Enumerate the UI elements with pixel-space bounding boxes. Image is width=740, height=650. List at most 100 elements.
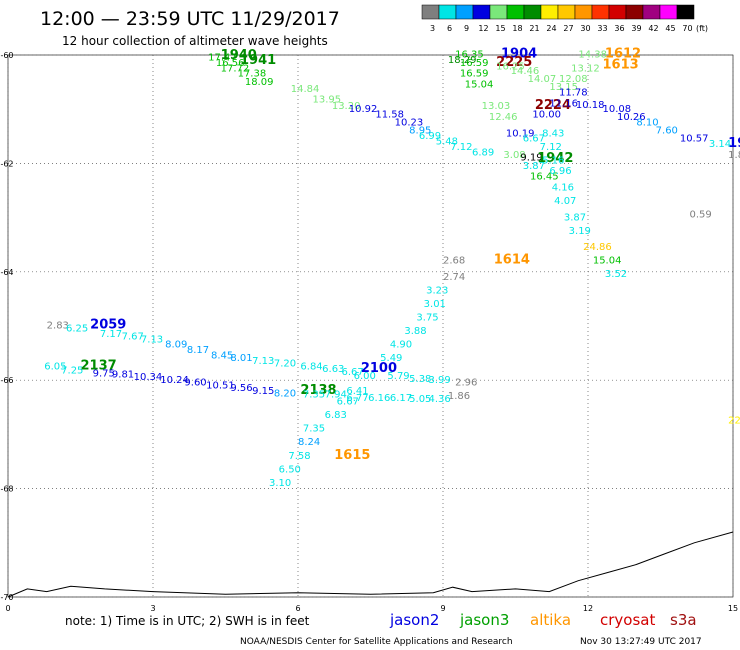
color-scale-swatch <box>523 4 542 20</box>
wave-height-label: 9.56 <box>230 383 252 394</box>
wave-height-label: 8.17 <box>187 345 209 356</box>
wave-height-label: 18.29 <box>448 55 477 66</box>
wave-height-label: 16.35 <box>455 50 484 61</box>
wave-height-label: 6.83 <box>325 410 347 421</box>
wave-height-label: 6.50 <box>279 464 301 475</box>
wave-height-label: 1.8 <box>728 150 740 161</box>
wave-height-label: 22.3 <box>728 416 740 427</box>
x-tick-label: 6 <box>295 604 300 613</box>
color-scale-label: 39 <box>631 24 641 33</box>
wave-height-label: 8.09 <box>165 340 187 351</box>
color-scale-label: 70 <box>682 24 692 33</box>
wave-height-label: 3.52 <box>605 269 627 280</box>
wave-height-label: 9.60 <box>184 378 206 389</box>
footer-source: NOAA/NESDIS Center for Satellite Applica… <box>240 637 513 647</box>
legend-entry: jason3 <box>459 611 509 629</box>
wave-height-label: 13.95 <box>313 95 342 106</box>
wave-height-label: 9.75 <box>93 368 115 379</box>
wave-height-label: 3.01 <box>424 299 446 310</box>
wave-height-label: 10.57 <box>680 134 709 145</box>
wave-height-label: 3.10 <box>269 478 291 489</box>
color-scale-swatch <box>421 4 440 20</box>
color-scale-label: 33 <box>597 24 607 33</box>
wave-height-label: 7.13 <box>252 356 274 367</box>
wave-height-label: 12.46 <box>489 112 518 123</box>
color-scale-label: 3 <box>430 24 435 33</box>
wave-height-label: 7.35 <box>303 424 325 435</box>
wave-height-label: 8.01 <box>230 353 252 364</box>
y-tick-label: -66 <box>0 376 13 385</box>
wave-height-label: 6.00 <box>354 371 376 382</box>
pass-time-label: 1612 <box>605 47 641 62</box>
legend-entry: jason2 <box>389 611 439 629</box>
wave-height-label: 10.18 <box>576 100 605 111</box>
wave-height-label: 8.95 <box>409 126 431 137</box>
pass-time-label: 2225 <box>496 55 532 70</box>
color-scale-label: 42 <box>648 24 658 33</box>
color-scale-label: 15 <box>495 24 505 33</box>
wave-height-label: 16.45 <box>530 172 559 183</box>
wave-height-label: 6.16 <box>368 393 390 404</box>
y-tick-label: -70 <box>0 593 13 602</box>
chart-subtitle: 12 hour collection of altimeter wave hei… <box>62 34 328 48</box>
pass-time-label: 1613 <box>603 58 639 73</box>
wave-height-label: 4.16 <box>552 183 574 194</box>
wave-height-label: 6.84 <box>300 361 322 372</box>
x-tick-label: 3 <box>150 604 155 613</box>
wave-height-label: 5.05 <box>409 394 431 405</box>
color-scale-label: 27 <box>563 24 573 33</box>
wave-height-label: 6.67 <box>342 367 364 378</box>
color-scale-swatch <box>625 4 644 20</box>
wave-height-label: 3.23 <box>426 285 448 296</box>
wave-height-label: 5.38 <box>409 374 431 385</box>
color-scale-swatch <box>591 4 610 20</box>
wave-height-label: 5.79 <box>387 371 409 382</box>
wave-height-label: 13.15 <box>549 82 578 93</box>
wave-height-label: 16.25 <box>496 62 525 73</box>
wave-height-label: 16.59 <box>460 58 489 69</box>
legend-entry: cryosat <box>600 611 655 629</box>
y-tick-label: -64 <box>0 268 13 277</box>
color-scale-label: 18 <box>512 24 522 33</box>
color-scale-swatch <box>557 4 576 20</box>
wave-height-label: 17.47 <box>208 52 237 63</box>
wave-height-label: 6.63 <box>322 364 344 375</box>
wave-height-label: 6.77 <box>346 393 368 404</box>
wave-height-label: 2.74 <box>443 272 465 283</box>
wave-height-label: 7.60 <box>656 126 678 137</box>
color-scale-label: 12 <box>478 24 488 33</box>
pass-time-label: 1615 <box>334 448 370 463</box>
wave-height-label: 15.04 <box>593 256 622 267</box>
wave-height-label: 7.94 <box>325 390 347 401</box>
legend-entry: altika <box>530 611 571 629</box>
wave-height-label: 16.59 <box>460 69 489 80</box>
wave-height-label: 4.07 <box>554 196 576 207</box>
wave-height-label: 17.38 <box>238 69 267 80</box>
wave-height-label: 16.56 <box>216 58 245 69</box>
color-scale-label: 6 <box>447 24 452 33</box>
wave-height-label: 10.26 <box>617 112 646 123</box>
wave-height-label: 7.13 <box>141 334 163 345</box>
wave-height-label: 14.46 <box>511 66 540 77</box>
wave-height-label: 11.78 <box>559 88 588 99</box>
wave-height-label: 13.20 <box>332 101 361 112</box>
wave-height-label: 7.20 <box>274 359 296 370</box>
plot-area <box>7 54 734 598</box>
wave-height-label: 4.36 <box>429 394 451 405</box>
pass-time-label: 2224 <box>535 98 571 113</box>
wave-height-label: 3.08 <box>503 150 525 161</box>
wave-height-label: 7.12 <box>540 142 562 153</box>
wave-height-label: 8.45 <box>211 351 233 362</box>
pass-time-label: 1903 <box>728 136 740 151</box>
color-scale-swatch <box>642 4 661 20</box>
color-scale-label: 36 <box>614 24 624 33</box>
wave-height-label: 3.87 <box>523 161 545 172</box>
pass-time-label: 1904 <box>501 47 537 62</box>
x-tick-label: 15 <box>728 604 738 613</box>
coastline <box>7 531 734 598</box>
wave-height-label: 6.05 <box>44 361 66 372</box>
wave-height-label: 4.90 <box>390 340 412 351</box>
pass-time-label: 1941 <box>240 53 276 68</box>
color-scale-unit: (ft) <box>696 24 708 33</box>
